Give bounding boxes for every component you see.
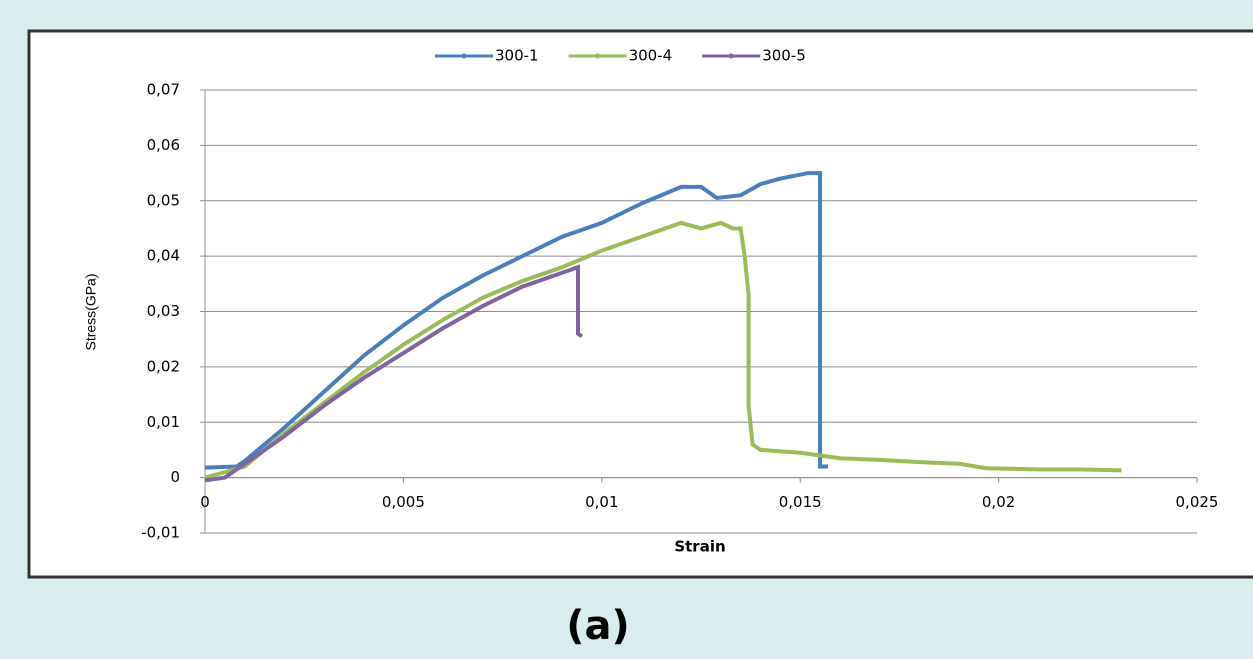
legend-marker	[728, 53, 734, 59]
x-tick-label: 0,01	[585, 493, 618, 511]
y-tick-label: -0,01	[141, 524, 180, 542]
y-tick-label: 0,05	[147, 191, 180, 209]
legend-label: 300-5	[762, 47, 806, 65]
y-tick-label: 0	[170, 468, 180, 486]
y-tick-label: 0,03	[147, 302, 180, 320]
y-tick-label: 0,01	[147, 413, 180, 431]
chart-frame	[27, 29, 1253, 579]
legend-marker	[461, 53, 467, 59]
x-axis-title: Strain	[674, 538, 725, 556]
series-line	[204, 264, 584, 483]
y-tick-label: 0,07	[147, 81, 180, 99]
y-tick-label: 0,06	[147, 136, 180, 154]
x-tick-label: 0	[200, 493, 210, 511]
legend-label: 300-1	[495, 47, 539, 65]
series-line	[204, 171, 828, 470]
x-tick-label: 0,015	[779, 493, 822, 511]
y-axis-title: Stress(GPa)	[83, 273, 99, 350]
legend-label: 300-4	[629, 47, 673, 65]
x-tick-label: 0,02	[982, 493, 1015, 511]
x-tick-label: 0,025	[1176, 493, 1219, 511]
caption: (a)	[566, 603, 630, 649]
y-tick-label: 0,02	[147, 357, 180, 375]
y-tick-label: 0,04	[147, 247, 180, 265]
series-line	[204, 220, 1122, 480]
x-tick-label: 0,005	[382, 493, 425, 511]
legend-marker	[595, 53, 601, 59]
